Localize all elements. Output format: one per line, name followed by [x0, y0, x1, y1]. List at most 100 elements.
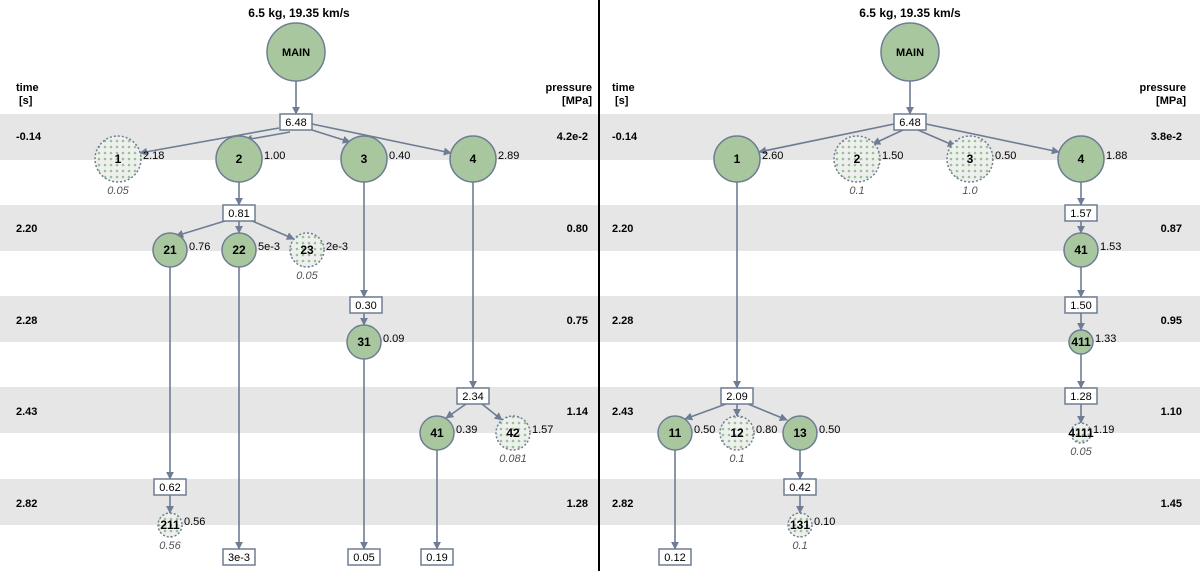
fragment-node: 4 2.89	[449, 135, 519, 183]
fragment-node: 41 1.53	[1063, 232, 1121, 268]
arrow-edge	[249, 219, 295, 240]
arrow-edge	[925, 123, 1060, 155]
fragment-box-frame	[1064, 387, 1098, 405]
fragment-box-frame	[1064, 204, 1098, 222]
main-node: MAIN	[880, 22, 940, 82]
fragment-node-mass: 2.18	[143, 150, 164, 162]
fragment-box: 0.62	[153, 478, 187, 496]
fragment-node-circle	[1063, 232, 1099, 268]
fragment-node-mass: 1.19	[1093, 424, 1114, 436]
fragment-node: 211 0.560.56	[157, 512, 205, 552]
fragment-node: 4111 1.190.05	[1068, 422, 1114, 458]
pressure-value: 0.87	[1161, 223, 1182, 235]
fragment-node: 3 0.40	[340, 135, 410, 183]
fragment-box: 0.81	[222, 204, 256, 222]
time-axis-title: time	[612, 82, 635, 94]
fragment-node-label: 13	[793, 426, 807, 440]
arrow-edge	[917, 129, 956, 147]
fragment-box-value: 0.19	[426, 552, 447, 564]
fragment-node: 4 1.88	[1057, 135, 1127, 183]
fragment-node-mass: 0.50	[819, 424, 840, 436]
time-axis-unit: [s]	[19, 95, 33, 107]
fragment-node-circle-dotted	[495, 415, 531, 451]
time-value: 2.28	[16, 315, 37, 327]
fragment-node-label: 4	[1078, 152, 1085, 166]
fragment-node-label: 1	[734, 152, 741, 166]
main-node: MAIN	[266, 22, 326, 82]
panel-title: 6.5 kg, 19.35 km/s	[248, 6, 350, 20]
fragment-box-frame	[420, 548, 454, 566]
fragment-node-subvalue: 0.56	[159, 540, 181, 552]
arrow-edge	[445, 403, 467, 419]
time-value: 2.20	[612, 223, 633, 235]
pressure-value: 1.14	[567, 406, 589, 418]
fragment-node-label: 2	[236, 152, 243, 166]
pressure-axis-title: pressure	[1140, 82, 1186, 94]
time-value: 2.43	[612, 406, 633, 418]
fragment-box-value: 1.57	[1070, 208, 1091, 220]
fragment-node-label: 21	[163, 243, 177, 257]
fragment-box: 6.48	[279, 113, 313, 131]
fragment-box: 3e-3	[222, 548, 256, 566]
fragment-box-value: 6.48	[285, 117, 306, 129]
fragment-node-circle-dotted	[94, 135, 142, 183]
fragment-node: 1 2.60	[713, 135, 783, 183]
edges	[139, 76, 503, 550]
pressure-axis-title: pressure	[546, 82, 592, 94]
fragment-node-subvalue: 1.0	[962, 185, 978, 197]
time-value: -0.14	[612, 131, 638, 143]
fragment-node: 2 1.50 0.1	[833, 135, 903, 197]
fragment-node: 131 0.10 0.1	[787, 512, 835, 552]
fragment-box-value: 0.05	[353, 552, 374, 564]
pressure-value: 1.10	[1161, 406, 1182, 418]
fragment-node-subvalue: 0.081	[499, 453, 527, 465]
fragment-node-subvalue: 0.1	[729, 453, 744, 465]
fragment-box-frame	[456, 387, 490, 405]
fragment-box: 1.50	[1064, 296, 1098, 314]
fragment-node-label: 211	[160, 518, 180, 532]
pressure-axis-unit: [MPa]	[1156, 95, 1186, 107]
fragment-node: 13 0.50	[782, 415, 840, 451]
pressure-value: 0.80	[567, 223, 588, 235]
pressure-value: 1.28	[567, 498, 588, 510]
fragment-node-mass: 0.76	[189, 241, 210, 253]
arrow-edge	[311, 123, 452, 156]
fragment-box-value: 1.50	[1070, 300, 1091, 312]
left-panel: 6.5 kg, 19.35 km/s time[s] pressure[MPa] -0…	[16, 6, 592, 566]
fragment-node-label: 3	[967, 152, 974, 166]
fragment-node-circle	[449, 135, 497, 183]
main-node-label: MAIN	[896, 47, 924, 59]
fragment-box-frame	[222, 548, 256, 566]
arrow-edge	[311, 129, 351, 144]
time-axis-unit: [s]	[615, 95, 629, 107]
fragment-node-subvalue: 0.1	[792, 540, 807, 552]
fragment-node-mass: 1.53	[1100, 241, 1121, 253]
fragment-node: 21 0.76	[152, 232, 210, 268]
fragment-node-label: 31	[357, 335, 371, 349]
fragment-box-value: 3e-3	[228, 552, 250, 564]
fragment-node-circle-dotted	[833, 135, 881, 183]
fragment-node-mass: 0.10	[814, 516, 835, 528]
fragment-node-circle-dotted	[289, 232, 325, 268]
fragment-node-subvalue: 0.05	[107, 185, 129, 197]
fragment-node-mass: 0.56	[184, 516, 205, 528]
panel-title: 6.5 kg, 19.35 km/s	[859, 6, 961, 20]
fragment-node-circle-dotted	[719, 415, 755, 451]
fragment-node-mass: 1.50	[882, 150, 903, 162]
fragment-node-mass: 2.89	[498, 150, 519, 162]
pressure-axis-unit: [MPa]	[562, 95, 592, 107]
fragment-node-label: 4111	[1068, 426, 1094, 440]
fragment-node-mass: 0.39	[456, 424, 477, 436]
arrow-edge	[684, 403, 727, 421]
pressure-value: 4.2e-2	[557, 131, 588, 143]
arrow-edge	[758, 123, 895, 155]
fragment-box-frame	[783, 478, 817, 496]
fragment-node-subvalue: 0.05	[296, 270, 318, 282]
arrow-edge	[175, 219, 229, 238]
fragment-box: 2.09	[720, 387, 754, 405]
fragment-node-label: 411	[1071, 335, 1091, 349]
fragment-box: 1.57	[1064, 204, 1098, 222]
fragment-node: 11 0.50	[657, 415, 715, 451]
time-axis-title: time	[16, 82, 39, 94]
